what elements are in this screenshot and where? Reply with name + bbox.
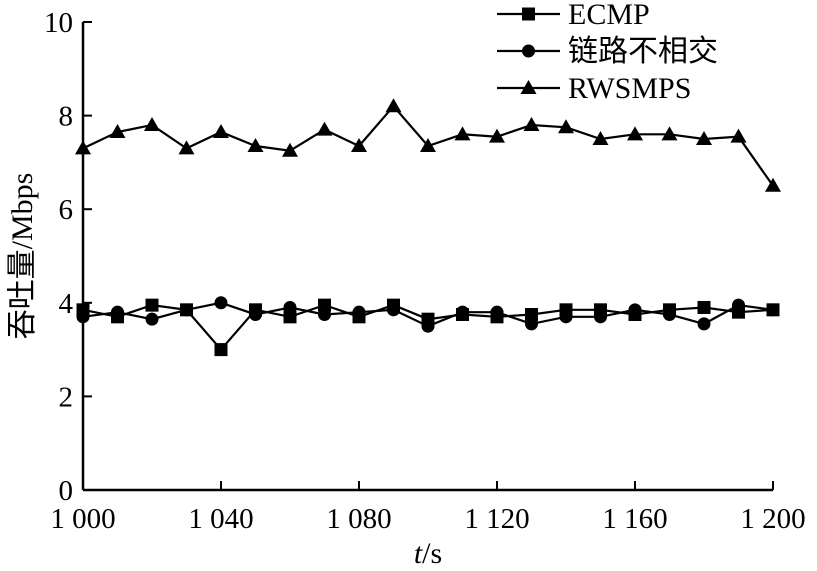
x-tick-label: 1 120 — [464, 503, 529, 535]
data-point-circle — [180, 303, 193, 317]
data-point-circle — [525, 317, 538, 331]
y-tick-label: 2 — [59, 381, 74, 413]
legend-item-triangle: RWSMPS — [497, 72, 691, 105]
x-axis-title-var: t — [414, 537, 423, 570]
data-point-circle — [663, 308, 676, 321]
data-point-circle — [145, 312, 159, 326]
data-point-circle — [559, 310, 573, 324]
x-tick-label: 1 160 — [602, 503, 667, 535]
ticks: 0 2 4 6 8 10 1 000 1 040 1 080 1 120 1 160 1 200 — [44, 7, 806, 535]
legend-label: RWSMPS — [568, 72, 691, 105]
data-point-circle — [421, 319, 435, 333]
data-point-triangle — [282, 142, 298, 157]
data-point-triangle — [109, 123, 126, 138]
y-tick-label: 8 — [59, 101, 74, 133]
data-point-circle — [456, 305, 469, 319]
legend-label: 链路不相交 — [568, 35, 718, 68]
data-point-square — [214, 343, 228, 357]
x-tick-label: 1 080 — [326, 503, 391, 535]
y-axis-title: 吞吐量/Mbps — [6, 173, 39, 340]
data-point-triangle — [454, 126, 471, 141]
data-point-triangle — [385, 98, 402, 113]
x-tick-label: 1 000 — [50, 503, 115, 535]
x-tick-label: 1 200 — [740, 503, 805, 535]
data-point-circle — [594, 310, 607, 324]
data-point-square — [525, 308, 538, 321]
legend-item-square: ECMP — [497, 0, 650, 31]
y-tick-label: 6 — [59, 194, 74, 226]
data-point-circle — [214, 296, 228, 310]
data-point-triangle — [765, 177, 781, 192]
legend: ECMP 链路不相交 RWSMPS — [497, 0, 718, 105]
data-point-triangle — [75, 140, 91, 155]
y-tick-label: 0 — [59, 475, 74, 507]
x-tick-label: 1 040 — [188, 503, 253, 535]
data-point-triangle — [592, 131, 609, 145]
x-axis-title-unit: /s — [422, 537, 442, 570]
data-point-square — [145, 298, 159, 312]
data-point-triangle — [420, 138, 436, 153]
data-point-triangle — [351, 138, 367, 153]
data-point-circle — [732, 298, 745, 312]
data-point-triangle — [489, 128, 505, 143]
legend-marker-square — [522, 7, 535, 21]
data-point-circle — [76, 310, 90, 324]
y-tick-label: 10 — [44, 7, 73, 39]
data-point-triangle — [178, 140, 195, 155]
data-point-circle — [387, 303, 400, 317]
data-point-circle — [628, 303, 642, 317]
data-point-circle — [111, 305, 124, 319]
data-point-triangle — [730, 128, 747, 143]
data-point-circle — [318, 308, 331, 321]
data-point-square — [697, 300, 711, 314]
data-point-circle — [697, 317, 711, 331]
x-axis-title: t/s — [414, 537, 442, 570]
data-point-square — [283, 310, 297, 324]
data-point-triangle — [144, 116, 160, 131]
axes — [81, 22, 773, 492]
legend-item-circle: 链路不相交 — [497, 35, 718, 68]
legend-label: ECMP — [568, 0, 650, 31]
data-point-triangle — [558, 119, 574, 134]
data-point-circle — [283, 300, 297, 314]
data-point-circle — [249, 308, 262, 321]
data-point-triangle — [213, 123, 229, 138]
legend-marker-triangle — [520, 80, 537, 94]
y-tick-label: 4 — [59, 288, 74, 320]
data-point-circle — [490, 305, 504, 319]
data-point-circle — [766, 303, 780, 317]
data-point-triangle — [627, 126, 643, 141]
data-point-circle — [352, 305, 366, 319]
data-point-triangle — [661, 126, 678, 141]
data-point-triangle — [247, 138, 264, 153]
data-point-triangle — [316, 121, 333, 136]
series-layer — [75, 98, 781, 357]
data-point-triangle — [523, 116, 540, 131]
data-point-triangle — [696, 131, 712, 145]
legend-marker-circle — [522, 44, 535, 58]
data-point-square — [318, 298, 331, 312]
